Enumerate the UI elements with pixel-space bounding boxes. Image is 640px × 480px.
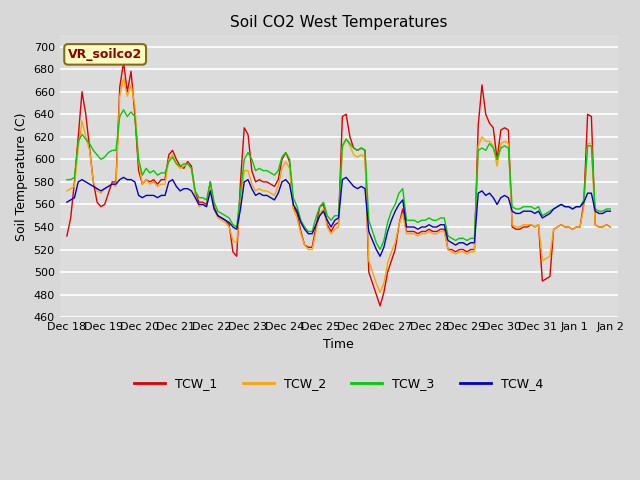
TCW_4 bbox=[607, 208, 614, 214]
TCW_3 bbox=[576, 204, 584, 210]
TCW_2 bbox=[384, 260, 392, 266]
TCW_1 bbox=[67, 215, 74, 221]
TCW_1 bbox=[384, 269, 392, 275]
TCW_1 bbox=[576, 224, 584, 230]
TCW_3 bbox=[497, 145, 505, 151]
TCW_4 bbox=[576, 204, 584, 210]
Title: Soil CO2 West Temperatures: Soil CO2 West Temperatures bbox=[230, 15, 447, 30]
TCW_4 bbox=[384, 228, 392, 234]
TCW_1 bbox=[90, 179, 97, 185]
Legend: TCW_1, TCW_2, TCW_3, TCW_4: TCW_1, TCW_2, TCW_3, TCW_4 bbox=[129, 372, 548, 396]
TCW_2 bbox=[576, 224, 584, 230]
Line: TCW_2: TCW_2 bbox=[67, 78, 611, 292]
TCW_1 bbox=[497, 127, 505, 133]
TCW_1 bbox=[607, 224, 614, 230]
TCW_2 bbox=[376, 289, 384, 295]
TCW_1 bbox=[120, 60, 127, 65]
TCW_2 bbox=[90, 179, 97, 185]
Line: TCW_3: TCW_3 bbox=[67, 110, 611, 250]
TCW_3 bbox=[607, 206, 614, 212]
TCW_4 bbox=[497, 195, 505, 201]
TCW_3 bbox=[482, 147, 490, 153]
TCW_3 bbox=[63, 177, 71, 182]
Line: TCW_4: TCW_4 bbox=[67, 178, 611, 256]
TCW_4 bbox=[63, 199, 71, 205]
TCW_2 bbox=[67, 186, 74, 192]
TCW_1 bbox=[482, 111, 490, 117]
TCW_1 bbox=[63, 233, 71, 239]
Y-axis label: Soil Temperature (C): Soil Temperature (C) bbox=[15, 112, 28, 240]
X-axis label: Time: Time bbox=[323, 337, 354, 350]
TCW_3 bbox=[376, 247, 384, 252]
TCW_3 bbox=[90, 147, 97, 153]
TCW_3 bbox=[384, 219, 392, 225]
TCW_2 bbox=[120, 75, 127, 81]
TCW_1 bbox=[376, 303, 384, 309]
TCW_2 bbox=[482, 138, 490, 144]
TCW_4 bbox=[67, 197, 74, 203]
TCW_4 bbox=[120, 175, 127, 180]
TCW_3 bbox=[67, 177, 74, 182]
TCW_4 bbox=[376, 253, 384, 259]
TCW_2 bbox=[607, 224, 614, 230]
Text: VR_soilco2: VR_soilco2 bbox=[68, 48, 142, 61]
TCW_2 bbox=[497, 141, 505, 146]
TCW_3 bbox=[120, 107, 127, 113]
TCW_4 bbox=[90, 183, 97, 189]
TCW_2 bbox=[63, 188, 71, 194]
TCW_4 bbox=[482, 192, 490, 198]
Line: TCW_1: TCW_1 bbox=[67, 62, 611, 306]
